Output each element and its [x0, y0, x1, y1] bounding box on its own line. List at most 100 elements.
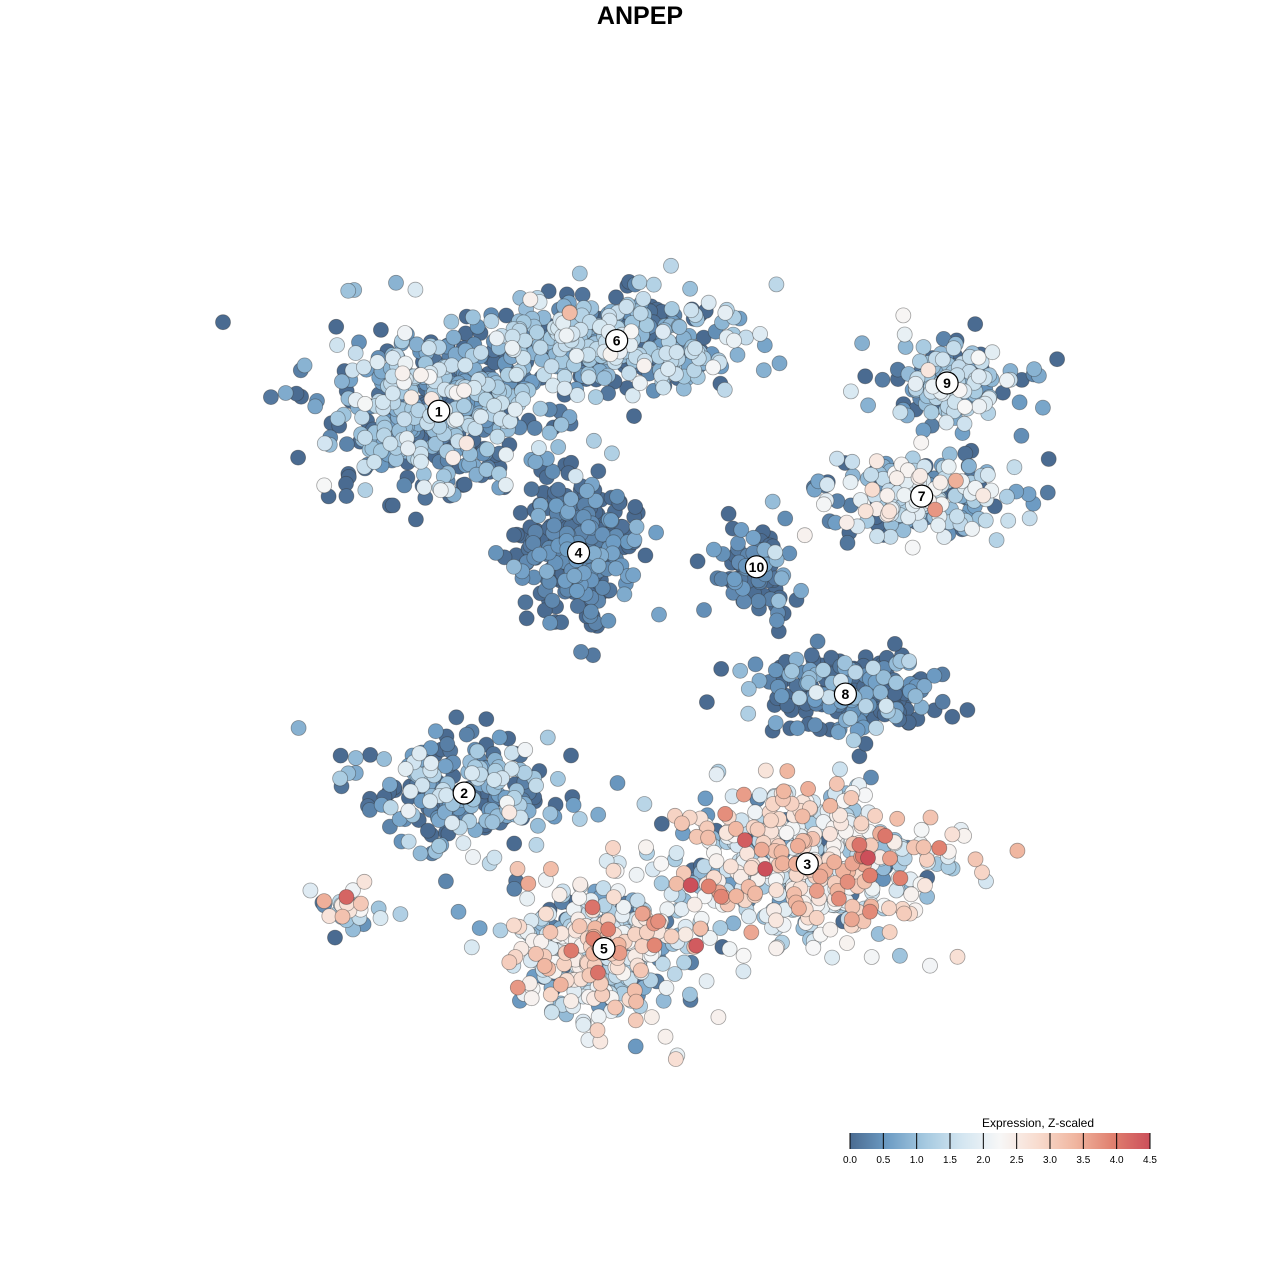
cell-point	[654, 955, 671, 972]
cell-point	[543, 358, 560, 375]
cell-point	[667, 1051, 684, 1067]
cell-point	[863, 949, 880, 965]
cell-point	[700, 829, 716, 846]
cell-point	[770, 592, 787, 609]
cell-point	[877, 828, 894, 844]
cell-point	[657, 1028, 674, 1045]
cell-point	[949, 948, 966, 965]
cell-point	[456, 382, 473, 399]
cell-point	[872, 684, 889, 701]
cluster-labels-layer: 1 6 4 10 9 7 8 2 3 5	[427, 328, 959, 961]
cell-point	[347, 750, 364, 766]
cell-point	[394, 365, 411, 382]
cell-point	[609, 488, 625, 505]
cell-point	[546, 517, 562, 534]
cell-point	[807, 717, 824, 733]
cell-point	[713, 661, 730, 677]
cell-point	[448, 709, 465, 726]
cell-point	[484, 814, 501, 831]
cell-point	[332, 747, 349, 764]
cell-point	[773, 688, 790, 704]
cell-point	[575, 1016, 592, 1033]
cell-point	[697, 790, 714, 807]
cell-point	[437, 873, 454, 890]
cell-point	[531, 546, 548, 563]
cell-point	[352, 895, 369, 912]
cell-point	[790, 838, 806, 854]
cell-point	[603, 512, 619, 529]
cell-point	[396, 411, 413, 428]
cell-point	[733, 522, 750, 538]
cell-point	[1035, 399, 1051, 416]
cell-point	[655, 992, 672, 1009]
cell-point	[416, 479, 433, 496]
cell-point	[663, 257, 679, 274]
cell-point	[528, 777, 544, 794]
cell-point	[948, 472, 964, 489]
cell-point	[916, 678, 933, 695]
cell-point	[775, 783, 792, 800]
cell-point	[515, 350, 532, 367]
cell-point	[543, 861, 559, 877]
cell-point	[503, 745, 520, 761]
cell-point	[632, 375, 648, 392]
cell-point	[728, 821, 744, 837]
cell-point	[594, 526, 611, 543]
cluster-label-5: 5	[592, 936, 616, 961]
cell-point	[590, 964, 606, 981]
cell-point	[845, 732, 862, 749]
cell-point	[867, 808, 883, 824]
cell-point	[316, 435, 333, 452]
cell-point	[296, 357, 313, 374]
cell-point	[668, 875, 685, 892]
colorbar-tick-label: 3.0	[1043, 1155, 1057, 1166]
cell-point	[945, 340, 962, 357]
cell-point	[923, 404, 940, 421]
cell-point	[717, 806, 734, 822]
cell-point	[501, 804, 518, 821]
cell-point	[1026, 361, 1042, 378]
cell-point	[912, 467, 929, 484]
cell-point	[372, 321, 389, 338]
cell-point	[509, 861, 526, 877]
cell-point	[708, 853, 725, 870]
cell-point	[542, 924, 559, 940]
cell-point	[676, 954, 692, 971]
cell-point	[712, 920, 729, 936]
cell-point	[624, 387, 641, 404]
cell-point	[938, 414, 955, 431]
cell-point	[497, 477, 514, 493]
cell-point	[538, 905, 554, 922]
cell-point	[381, 776, 398, 793]
cell-point	[1049, 351, 1065, 368]
cell-point	[569, 387, 586, 404]
cell-point	[944, 708, 961, 725]
cell-point	[777, 510, 794, 527]
cell-point	[702, 930, 718, 946]
cell-point	[842, 710, 859, 726]
cell-point	[561, 304, 578, 321]
cell-point	[860, 850, 876, 866]
cell-point	[571, 918, 588, 934]
cell-point	[469, 743, 486, 760]
cell-point	[745, 529, 762, 546]
cell-point	[869, 528, 885, 545]
cell-point	[528, 837, 545, 853]
cell-point	[609, 775, 626, 791]
cell-point	[752, 325, 768, 342]
cell-point	[767, 662, 784, 679]
cell-point	[839, 535, 856, 551]
cell-point	[688, 937, 705, 954]
cell-point	[471, 920, 488, 936]
cell-point	[749, 821, 766, 838]
cell-point	[904, 539, 921, 556]
cell-point	[448, 411, 465, 428]
cell-point	[277, 385, 294, 401]
cell-point	[974, 864, 990, 881]
cell-point	[608, 560, 624, 577]
cell-point	[864, 481, 881, 498]
cell-point	[600, 921, 617, 938]
cell-point	[400, 440, 416, 457]
cell-point	[650, 913, 667, 930]
cell-point	[842, 474, 859, 491]
